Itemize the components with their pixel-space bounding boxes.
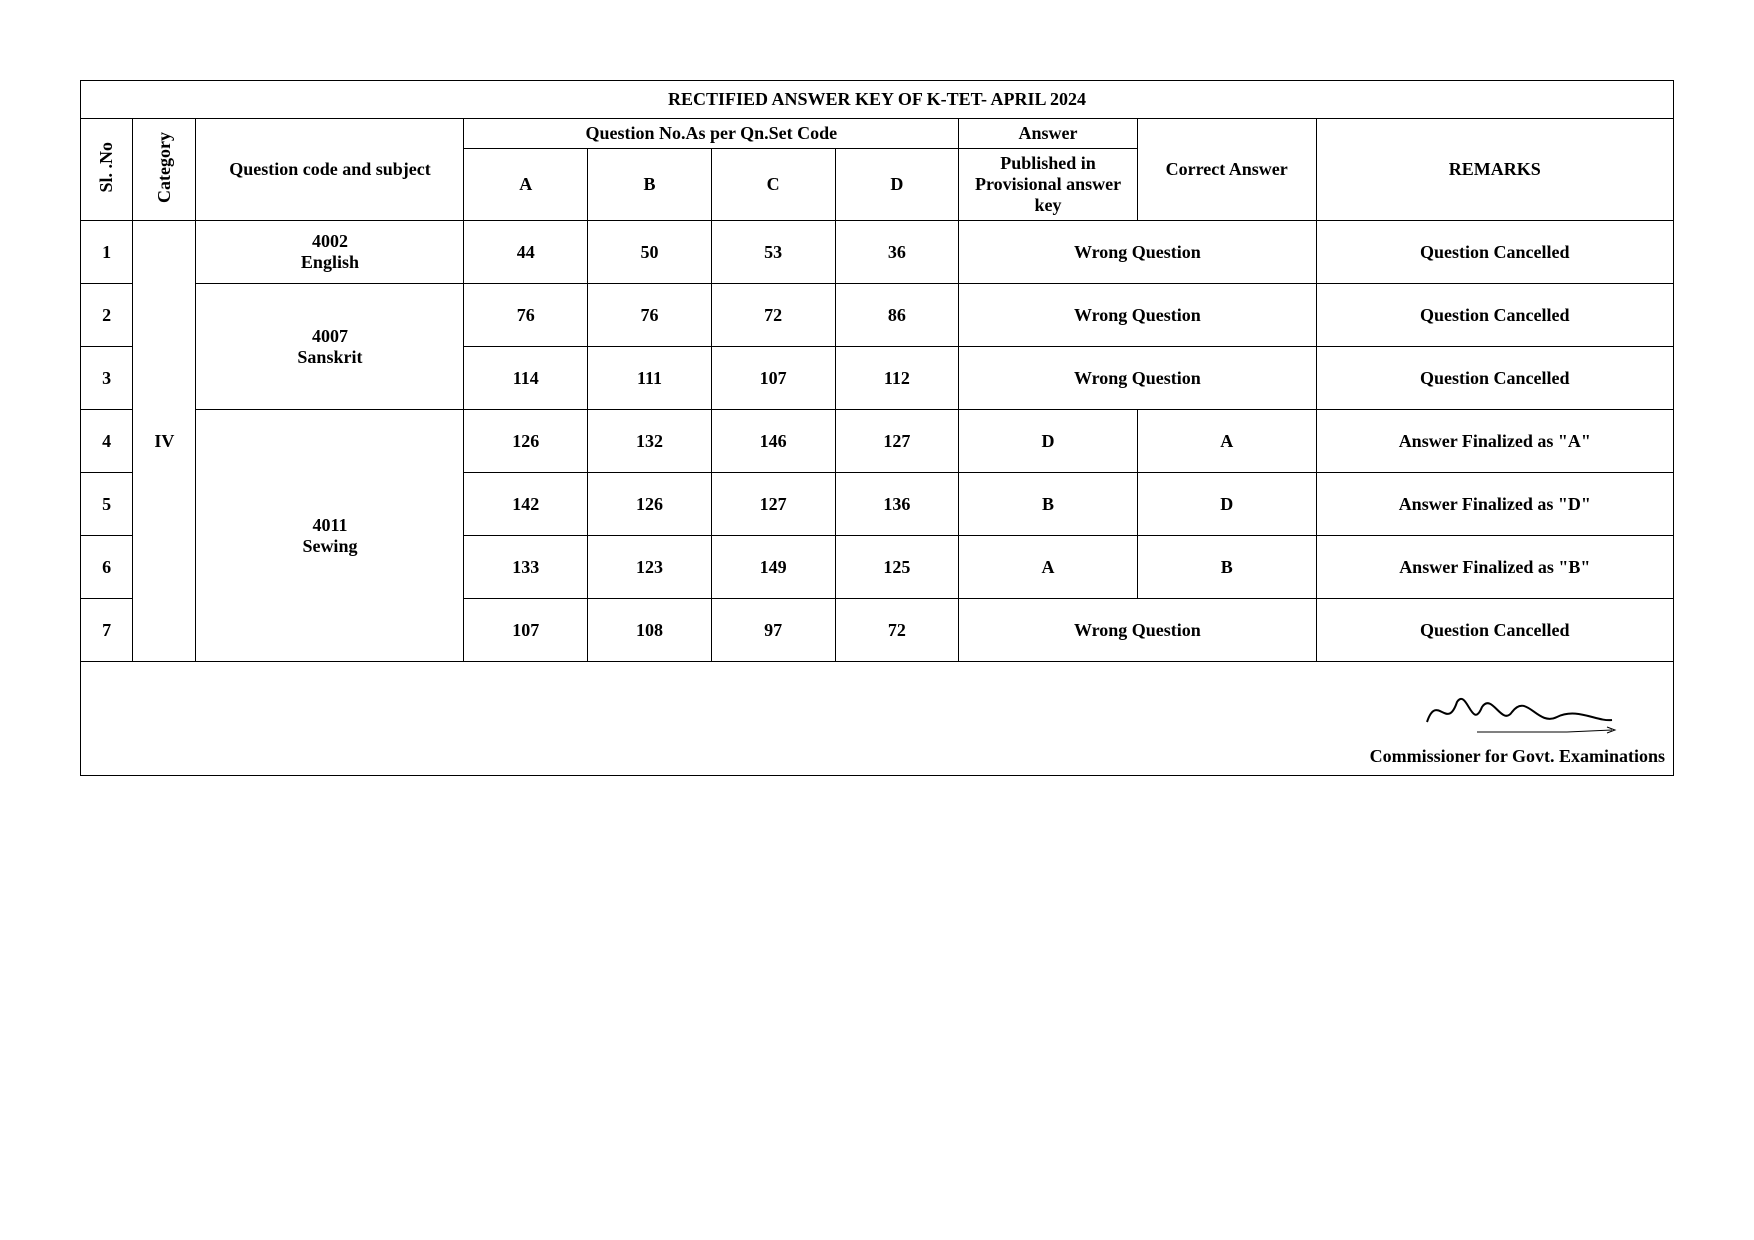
- cell-correct: D: [1137, 473, 1316, 536]
- footer-row: Commissioner for Govt. Examinations: [81, 662, 1674, 776]
- cell-a: 126: [464, 410, 588, 473]
- cell-published: B: [959, 473, 1138, 536]
- cell-sl: 5: [81, 473, 133, 536]
- header-category: Category: [133, 119, 196, 221]
- cell-d: 36: [835, 221, 959, 284]
- page-title: RECTIFIED ANSWER KEY OF K-TET- APRIL 202…: [81, 81, 1674, 119]
- cell-b: 126: [588, 473, 712, 536]
- cell-remarks: Answer Finalized as "D": [1316, 473, 1673, 536]
- answer-key-table: RECTIFIED ANSWER KEY OF K-TET- APRIL 202…: [80, 80, 1674, 776]
- cell-c: 107: [711, 347, 835, 410]
- cell-d: 86: [835, 284, 959, 347]
- signature-label: Commissioner for Govt. Examinations: [1370, 746, 1665, 767]
- cell-b: 76: [588, 284, 712, 347]
- header-correct: Correct Answer: [1137, 119, 1316, 221]
- header-qn-group: Question No.As per Qn.Set Code: [464, 119, 959, 149]
- cell-d: 125: [835, 536, 959, 599]
- cell-a: 76: [464, 284, 588, 347]
- cell-c: 72: [711, 284, 835, 347]
- cell-d: 136: [835, 473, 959, 536]
- table-row: 1 IV 4002 English 44 50 53 36 Wrong Ques…: [81, 221, 1674, 284]
- cell-subject: 4007 Sanskrit: [196, 284, 464, 410]
- cell-c: 97: [711, 599, 835, 662]
- header-answer-group: Answer: [959, 119, 1138, 149]
- cell-c: 127: [711, 473, 835, 536]
- header-subject: Question code and subject: [196, 119, 464, 221]
- cell-sl: 2: [81, 284, 133, 347]
- cell-b: 108: [588, 599, 712, 662]
- header-col-a: A: [464, 149, 588, 221]
- cell-sl: 1: [81, 221, 133, 284]
- cell-c: 53: [711, 221, 835, 284]
- cell-answer-merged: Wrong Question: [959, 347, 1316, 410]
- cell-b: 50: [588, 221, 712, 284]
- cell-published: D: [959, 410, 1138, 473]
- header-row-1: Sl. .No Category Question code and subje…: [81, 119, 1674, 149]
- cell-subject: 4011 Sewing: [196, 410, 464, 662]
- cell-correct: B: [1137, 536, 1316, 599]
- cell-published: A: [959, 536, 1138, 599]
- cell-d: 127: [835, 410, 959, 473]
- cell-b: 132: [588, 410, 712, 473]
- cell-remarks: Question Cancelled: [1316, 284, 1673, 347]
- cell-subject: 4002 English: [196, 221, 464, 284]
- table-row: 2 4007 Sanskrit 76 76 72 86 Wrong Questi…: [81, 284, 1674, 347]
- cell-remarks: Question Cancelled: [1316, 221, 1673, 284]
- cell-c: 146: [711, 410, 835, 473]
- title-row: RECTIFIED ANSWER KEY OF K-TET- APRIL 202…: [81, 81, 1674, 119]
- cell-c: 149: [711, 536, 835, 599]
- cell-b: 123: [588, 536, 712, 599]
- cell-d: 112: [835, 347, 959, 410]
- cell-category: IV: [133, 221, 196, 662]
- cell-a: 107: [464, 599, 588, 662]
- signature-cell: Commissioner for Govt. Examinations: [81, 662, 1674, 776]
- header-published: Published in Provisional answer key: [959, 149, 1138, 221]
- cell-a: 44: [464, 221, 588, 284]
- cell-a: 142: [464, 473, 588, 536]
- cell-sl: 6: [81, 536, 133, 599]
- cell-a: 114: [464, 347, 588, 410]
- signature-icon: [1417, 682, 1617, 742]
- header-slno: Sl. .No: [81, 119, 133, 221]
- cell-remarks: Question Cancelled: [1316, 347, 1673, 410]
- cell-correct: A: [1137, 410, 1316, 473]
- cell-sl: 3: [81, 347, 133, 410]
- header-col-c: C: [711, 149, 835, 221]
- cell-answer-merged: Wrong Question: [959, 599, 1316, 662]
- cell-a: 133: [464, 536, 588, 599]
- cell-remarks: Question Cancelled: [1316, 599, 1673, 662]
- cell-sl: 4: [81, 410, 133, 473]
- cell-remarks: Answer Finalized as "A": [1316, 410, 1673, 473]
- header-remarks: REMARKS: [1316, 119, 1673, 221]
- cell-b: 111: [588, 347, 712, 410]
- cell-answer-merged: Wrong Question: [959, 284, 1316, 347]
- table-row: 4 4011 Sewing 126 132 146 127 D A Answer…: [81, 410, 1674, 473]
- cell-answer-merged: Wrong Question: [959, 221, 1316, 284]
- cell-remarks: Answer Finalized as "B": [1316, 536, 1673, 599]
- header-col-d: D: [835, 149, 959, 221]
- header-col-b: B: [588, 149, 712, 221]
- cell-sl: 7: [81, 599, 133, 662]
- cell-d: 72: [835, 599, 959, 662]
